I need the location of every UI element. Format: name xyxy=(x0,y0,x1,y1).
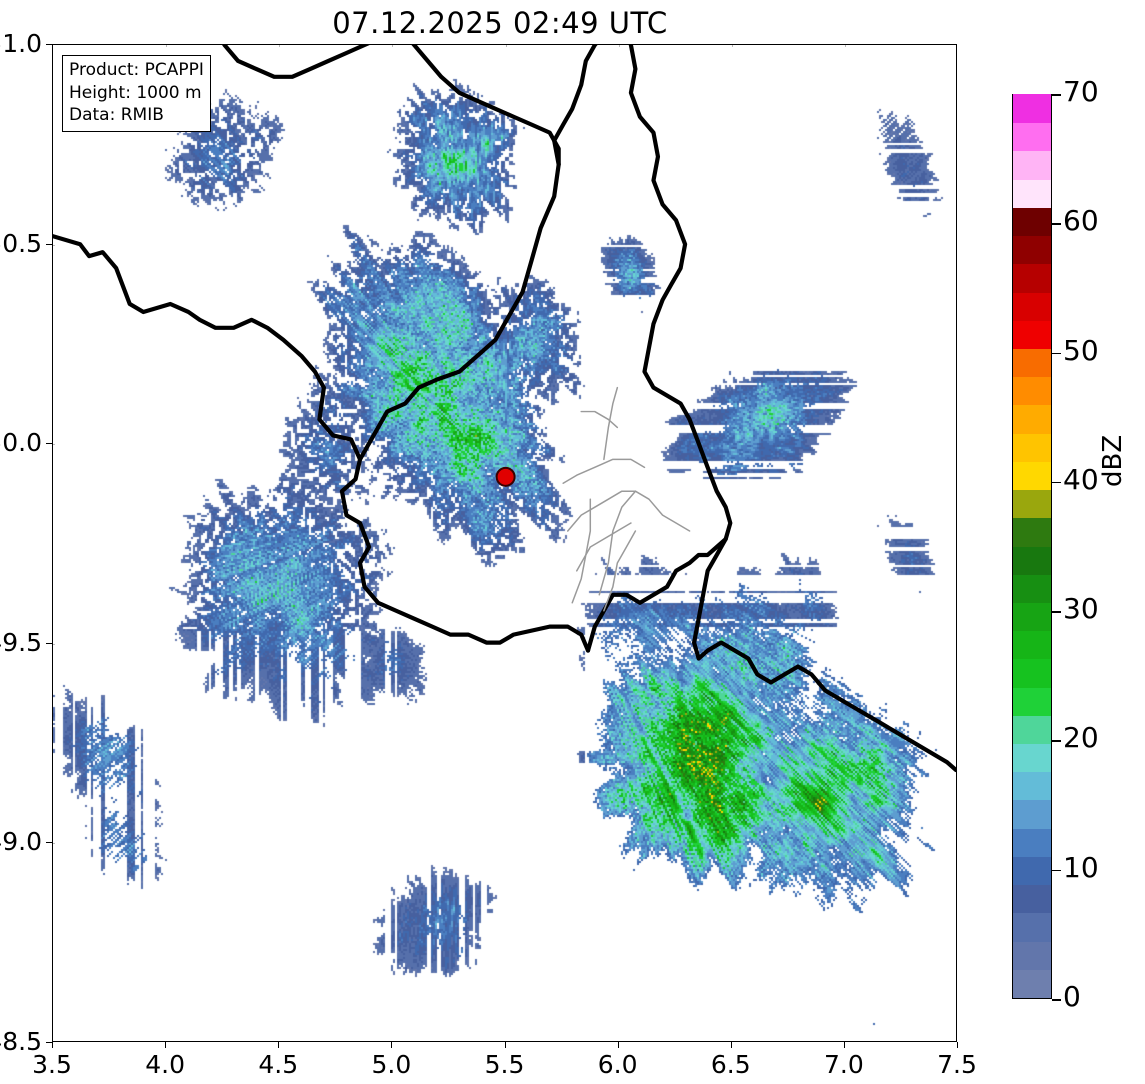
colorbar-band xyxy=(1013,150,1051,180)
colorbar-tick xyxy=(1052,611,1061,613)
y-axis-tick xyxy=(46,443,52,445)
colorbar-tick xyxy=(1052,481,1061,484)
info-data-line: Data: RMIB xyxy=(69,105,164,126)
x-axis-tick xyxy=(617,1042,619,1048)
colorbar-band xyxy=(1013,263,1051,293)
x-axis-label: 7.0 xyxy=(823,1050,864,1079)
x-axis-tick xyxy=(957,1042,958,1048)
colorbar-band xyxy=(1013,856,1051,886)
radar-map-plot[interactable] xyxy=(52,44,957,1042)
colorbar-band xyxy=(1013,715,1051,745)
y-axis-label: 49.0 xyxy=(0,827,42,857)
colorbar-band xyxy=(1013,235,1051,265)
colorbar-band xyxy=(1013,404,1051,434)
colorbar-tick xyxy=(1052,869,1061,872)
product-info-box: Product: PCAPPI Height: 1000 m Data: RMI… xyxy=(62,55,211,132)
x-axis-label: 6.5 xyxy=(710,1050,751,1079)
x-axis-tick xyxy=(730,1042,732,1048)
y-axis-tick xyxy=(46,842,52,844)
colorbar-band xyxy=(1013,207,1051,237)
colorbar-band xyxy=(1013,912,1051,942)
colorbar-title: dBZ xyxy=(1098,434,1128,487)
colorbar-tick-label: 70 xyxy=(1063,75,1099,108)
info-product-line: Product: PCAPPI xyxy=(69,60,204,80)
colorbar-tick-label: 0 xyxy=(1063,980,1081,1013)
y-axis-tick xyxy=(46,642,52,644)
y-axis-tick xyxy=(46,44,52,45)
country-borders-layer xyxy=(53,45,956,773)
y-axis-tick xyxy=(46,243,52,245)
colorbar-tick-label: 20 xyxy=(1063,721,1099,755)
colorbar-tick-label: 60 xyxy=(1063,204,1099,238)
y-axis-tick xyxy=(46,1042,52,1043)
colorbar-band xyxy=(1013,799,1051,829)
colorbar-band xyxy=(1013,658,1051,688)
colorbar-tick-label: 40 xyxy=(1063,462,1099,496)
x-axis-label: 5.0 xyxy=(371,1050,412,1079)
colorbar-tick xyxy=(1052,352,1061,355)
radar-site-marker xyxy=(495,466,516,487)
x-axis-label: 3.5 xyxy=(32,1050,72,1079)
colorbar-band xyxy=(1013,517,1051,547)
colorbar-band xyxy=(1013,574,1051,603)
colorbar-band xyxy=(1013,743,1051,773)
colorbar-band xyxy=(1013,461,1051,491)
colorbar-band xyxy=(1013,687,1051,716)
x-axis-tick xyxy=(52,1042,53,1048)
x-axis-tick xyxy=(843,1042,845,1048)
colorbar-band xyxy=(1013,630,1051,660)
x-axis-label: 4.0 xyxy=(145,1050,185,1079)
x-axis-label: 6.0 xyxy=(597,1050,638,1079)
colorbar-band xyxy=(1013,771,1051,801)
radar-reflectivity-layer xyxy=(53,45,956,1041)
radar-site-layer xyxy=(495,466,516,487)
colorbar-tick xyxy=(1052,740,1061,743)
y-axis-label: 49.5 xyxy=(0,627,42,657)
colorbar-tick xyxy=(1052,94,1061,96)
y-axis-label: 50.5 xyxy=(0,228,42,258)
colorbar-band xyxy=(1013,179,1051,208)
colorbar-band xyxy=(1013,94,1051,124)
colorbar-band xyxy=(1013,969,1051,998)
x-axis-tick xyxy=(278,1042,280,1048)
y-axis-label: 50.0 xyxy=(0,428,42,458)
colorbar-band xyxy=(1013,320,1051,349)
colorbar-tick xyxy=(1052,223,1061,225)
colorbar-band xyxy=(1013,348,1051,378)
x-axis-tick xyxy=(391,1042,393,1048)
colorbar-band xyxy=(1013,122,1051,152)
colorbar-band xyxy=(1013,828,1051,857)
colorbar-band xyxy=(1013,545,1051,575)
colorbar-tick-label: 30 xyxy=(1063,592,1099,626)
y-axis-label: 48.5 xyxy=(0,1027,42,1056)
y-axis-label: 51.0 xyxy=(0,29,42,58)
x-axis-label: 4.5 xyxy=(258,1050,299,1079)
x-axis-label: 5.5 xyxy=(484,1050,525,1079)
x-axis-tick xyxy=(165,1042,167,1048)
page-title: 07.12.2025 02:49 UTC xyxy=(332,6,668,40)
colorbar-band xyxy=(1013,433,1051,462)
colorbar-tick xyxy=(1052,999,1061,1001)
colorbar-band xyxy=(1013,941,1051,970)
x-axis-tick xyxy=(504,1042,506,1048)
colorbar-tick-label: 10 xyxy=(1063,850,1099,884)
colorbar-band xyxy=(1013,292,1051,321)
info-height-line: Height: 1000 m xyxy=(69,82,202,103)
colorbar-tick-label: 50 xyxy=(1063,333,1099,367)
colorbar-band xyxy=(1013,602,1051,632)
colorbar[interactable] xyxy=(1012,94,1052,999)
colorbar-band xyxy=(1013,376,1051,406)
x-axis-label: 7.5 xyxy=(937,1050,977,1079)
colorbar-band xyxy=(1013,489,1051,519)
colorbar-band xyxy=(1013,884,1051,914)
